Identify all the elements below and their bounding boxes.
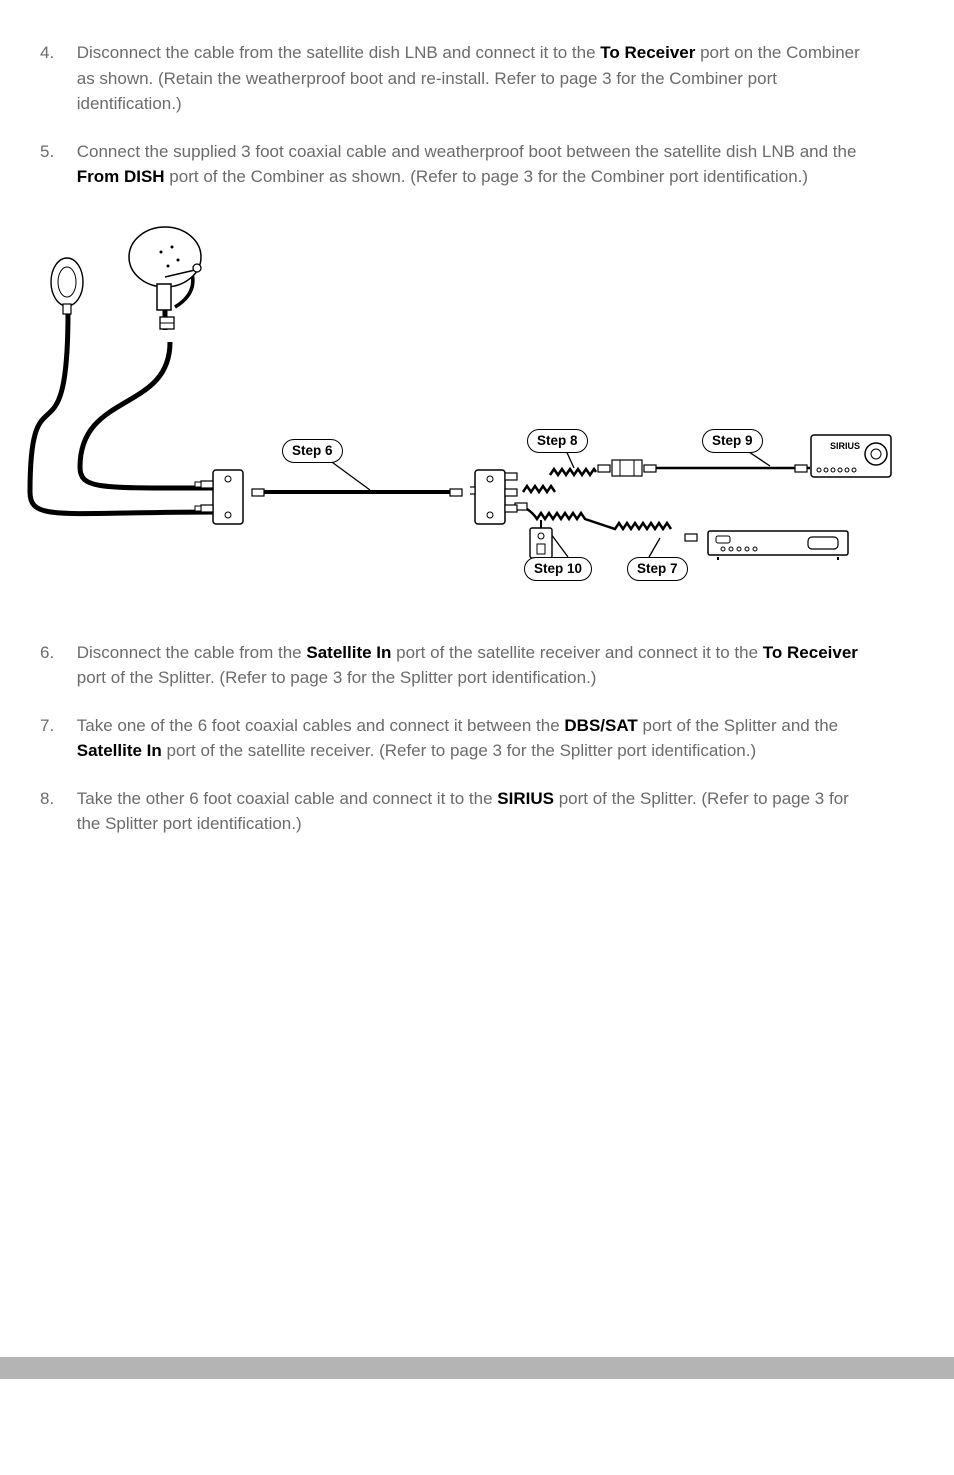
step-6-text: Disconnect the cable from the Satellite …: [77, 640, 877, 691]
svg-text:SIRIUS: SIRIUS: [830, 441, 860, 451]
label-step-7: Step 7: [627, 557, 688, 581]
satellite-receiver-icon: [706, 527, 856, 567]
footer-bar: [0, 1357, 954, 1379]
sirius-antenna-icon: [45, 250, 105, 330]
step-5-text-a: Connect the supplied 3 foot coaxial cabl…: [77, 142, 857, 161]
step-6-bold-2: To Receiver: [763, 643, 858, 662]
drop-bracket-icon: [155, 312, 185, 342]
step-7-text-c: port of the satellite receiver. (Refer t…: [162, 741, 756, 760]
sirius-tuner-icon: SIRIUS: [808, 432, 898, 487]
step-8-num: 8.: [40, 786, 72, 812]
step-5-num: 5.: [40, 139, 72, 165]
label-step-6: Step 6: [282, 439, 343, 463]
step-4-num: 4.: [40, 40, 72, 66]
step-8-text-a: Take the other 6 foot coaxial cable and …: [77, 789, 498, 808]
step-5: 5. Connect the supplied 3 foot coaxial c…: [40, 139, 914, 190]
step-7-num: 7.: [40, 713, 72, 739]
step-8-text-c: tion.): [264, 814, 302, 833]
satellite-dish-icon: [110, 222, 220, 322]
step-5-text-b: port of the Combiner as shown. (Refer to…: [165, 167, 809, 186]
step-4-text-a: Disconnect the cable from the satellite …: [77, 43, 601, 62]
step-7: 7. Take one of the 6 foot coaxial cables…: [40, 713, 914, 764]
step-4: 4. Disconnect the cable from the satelli…: [40, 40, 914, 117]
step-6-bold-1: Satellite In: [306, 643, 391, 662]
step-8-bold: SIRIUS: [497, 789, 554, 808]
step-4-text: Disconnect the cable from the satellite …: [77, 40, 877, 117]
step-5-text: Connect the supplied 3 foot coaxial cabl…: [77, 139, 877, 190]
splitter-icon: [470, 467, 530, 537]
label-step-9: Step 9: [702, 429, 763, 453]
step-6-text-c: port of the Splitter. (Refer to page 3 f…: [77, 668, 597, 687]
step-6: 6. Disconnect the cable from the Satelli…: [40, 640, 914, 691]
step-6-num: 6.: [40, 640, 72, 666]
label-step-8: Step 8: [527, 429, 588, 453]
wiring-diagram: SIRIUS Step 6 Step 8 Step 9 Step 7 Step …: [0, 212, 954, 612]
step-6-text-a: Disconnect the cable from the: [77, 643, 307, 662]
step-7-text-a: Take one of the 6 foot coaxial cables an…: [77, 716, 565, 735]
step-6-text-b: port of the satellite receiver and conne…: [391, 643, 762, 662]
step-7-bold-1: DBS/SAT: [564, 716, 637, 735]
combiner-icon: [191, 467, 261, 537]
step-5-bold: From DISH: [77, 167, 165, 186]
step-8-text: Take the other 6 foot coaxial cable and …: [77, 786, 877, 837]
step-8: 8. Take the other 6 foot coaxial cable a…: [40, 786, 914, 837]
step-4-bold: To Receiver: [600, 43, 695, 62]
step-7-bold-2: Satellite In: [77, 741, 162, 760]
step-7-text: Take one of the 6 foot coaxial cables an…: [77, 713, 877, 764]
label-step-10: Step 10: [524, 557, 592, 581]
step-7-text-b: port of the Splitter and the: [638, 716, 838, 735]
